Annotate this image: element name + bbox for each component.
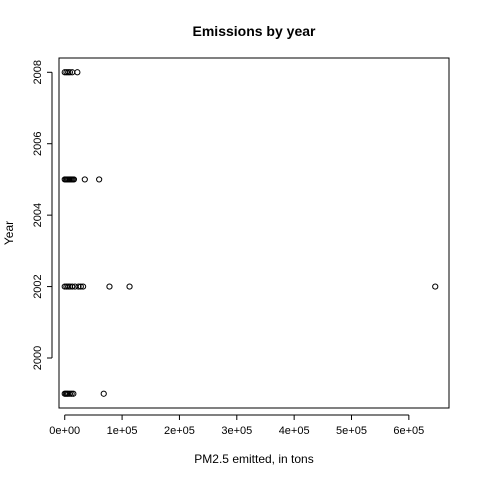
data-point [70,390,77,397]
data-point [68,390,75,397]
data-point [65,69,72,76]
data-point [79,283,87,290]
chart-title: Emissions by year [193,23,317,39]
x-tick-label: 4e+05 [279,425,310,437]
data-point [96,176,103,183]
plot-frame [58,57,450,409]
x-axis-label: PM2.5 emitted, in tons [194,452,313,466]
data-points [61,69,439,397]
y-axis-label: Year [2,221,16,245]
y-tick-label: 2008 [32,60,44,84]
data-point [74,69,81,76]
x-tick-label: 5e+05 [336,425,367,437]
x-axis: 0e+00 1e+05 2e+05 3e+05 4e+05 5e+05 6e+05 [49,414,424,437]
data-point [63,283,70,290]
data-point [100,390,107,397]
data-point [70,176,78,183]
y-tick-label: 2004 [32,203,44,227]
data-point [126,283,133,290]
data-point [66,69,73,76]
data-point [69,283,76,290]
y-tick-label: 2000 [32,346,44,370]
data-point [65,283,72,290]
data-point [81,176,88,183]
data-point [77,283,84,290]
x-tick-label: 1e+05 [107,425,138,437]
y-tick-label: 2006 [32,131,44,155]
data-point [66,390,73,397]
x-tick-label: 3e+05 [221,425,252,437]
x-tick-label: 0e+00 [49,425,80,437]
data-point [432,283,439,290]
x-tick-label: 6e+05 [393,425,424,437]
data-point [71,283,79,290]
data-point [75,283,82,290]
x-tick-label: 2e+05 [164,425,195,437]
y-tick-label: 2002 [32,274,44,298]
data-point [106,283,113,290]
y-axis: 2000 2002 2004 2006 2008 [32,60,53,370]
data-point [63,69,70,76]
